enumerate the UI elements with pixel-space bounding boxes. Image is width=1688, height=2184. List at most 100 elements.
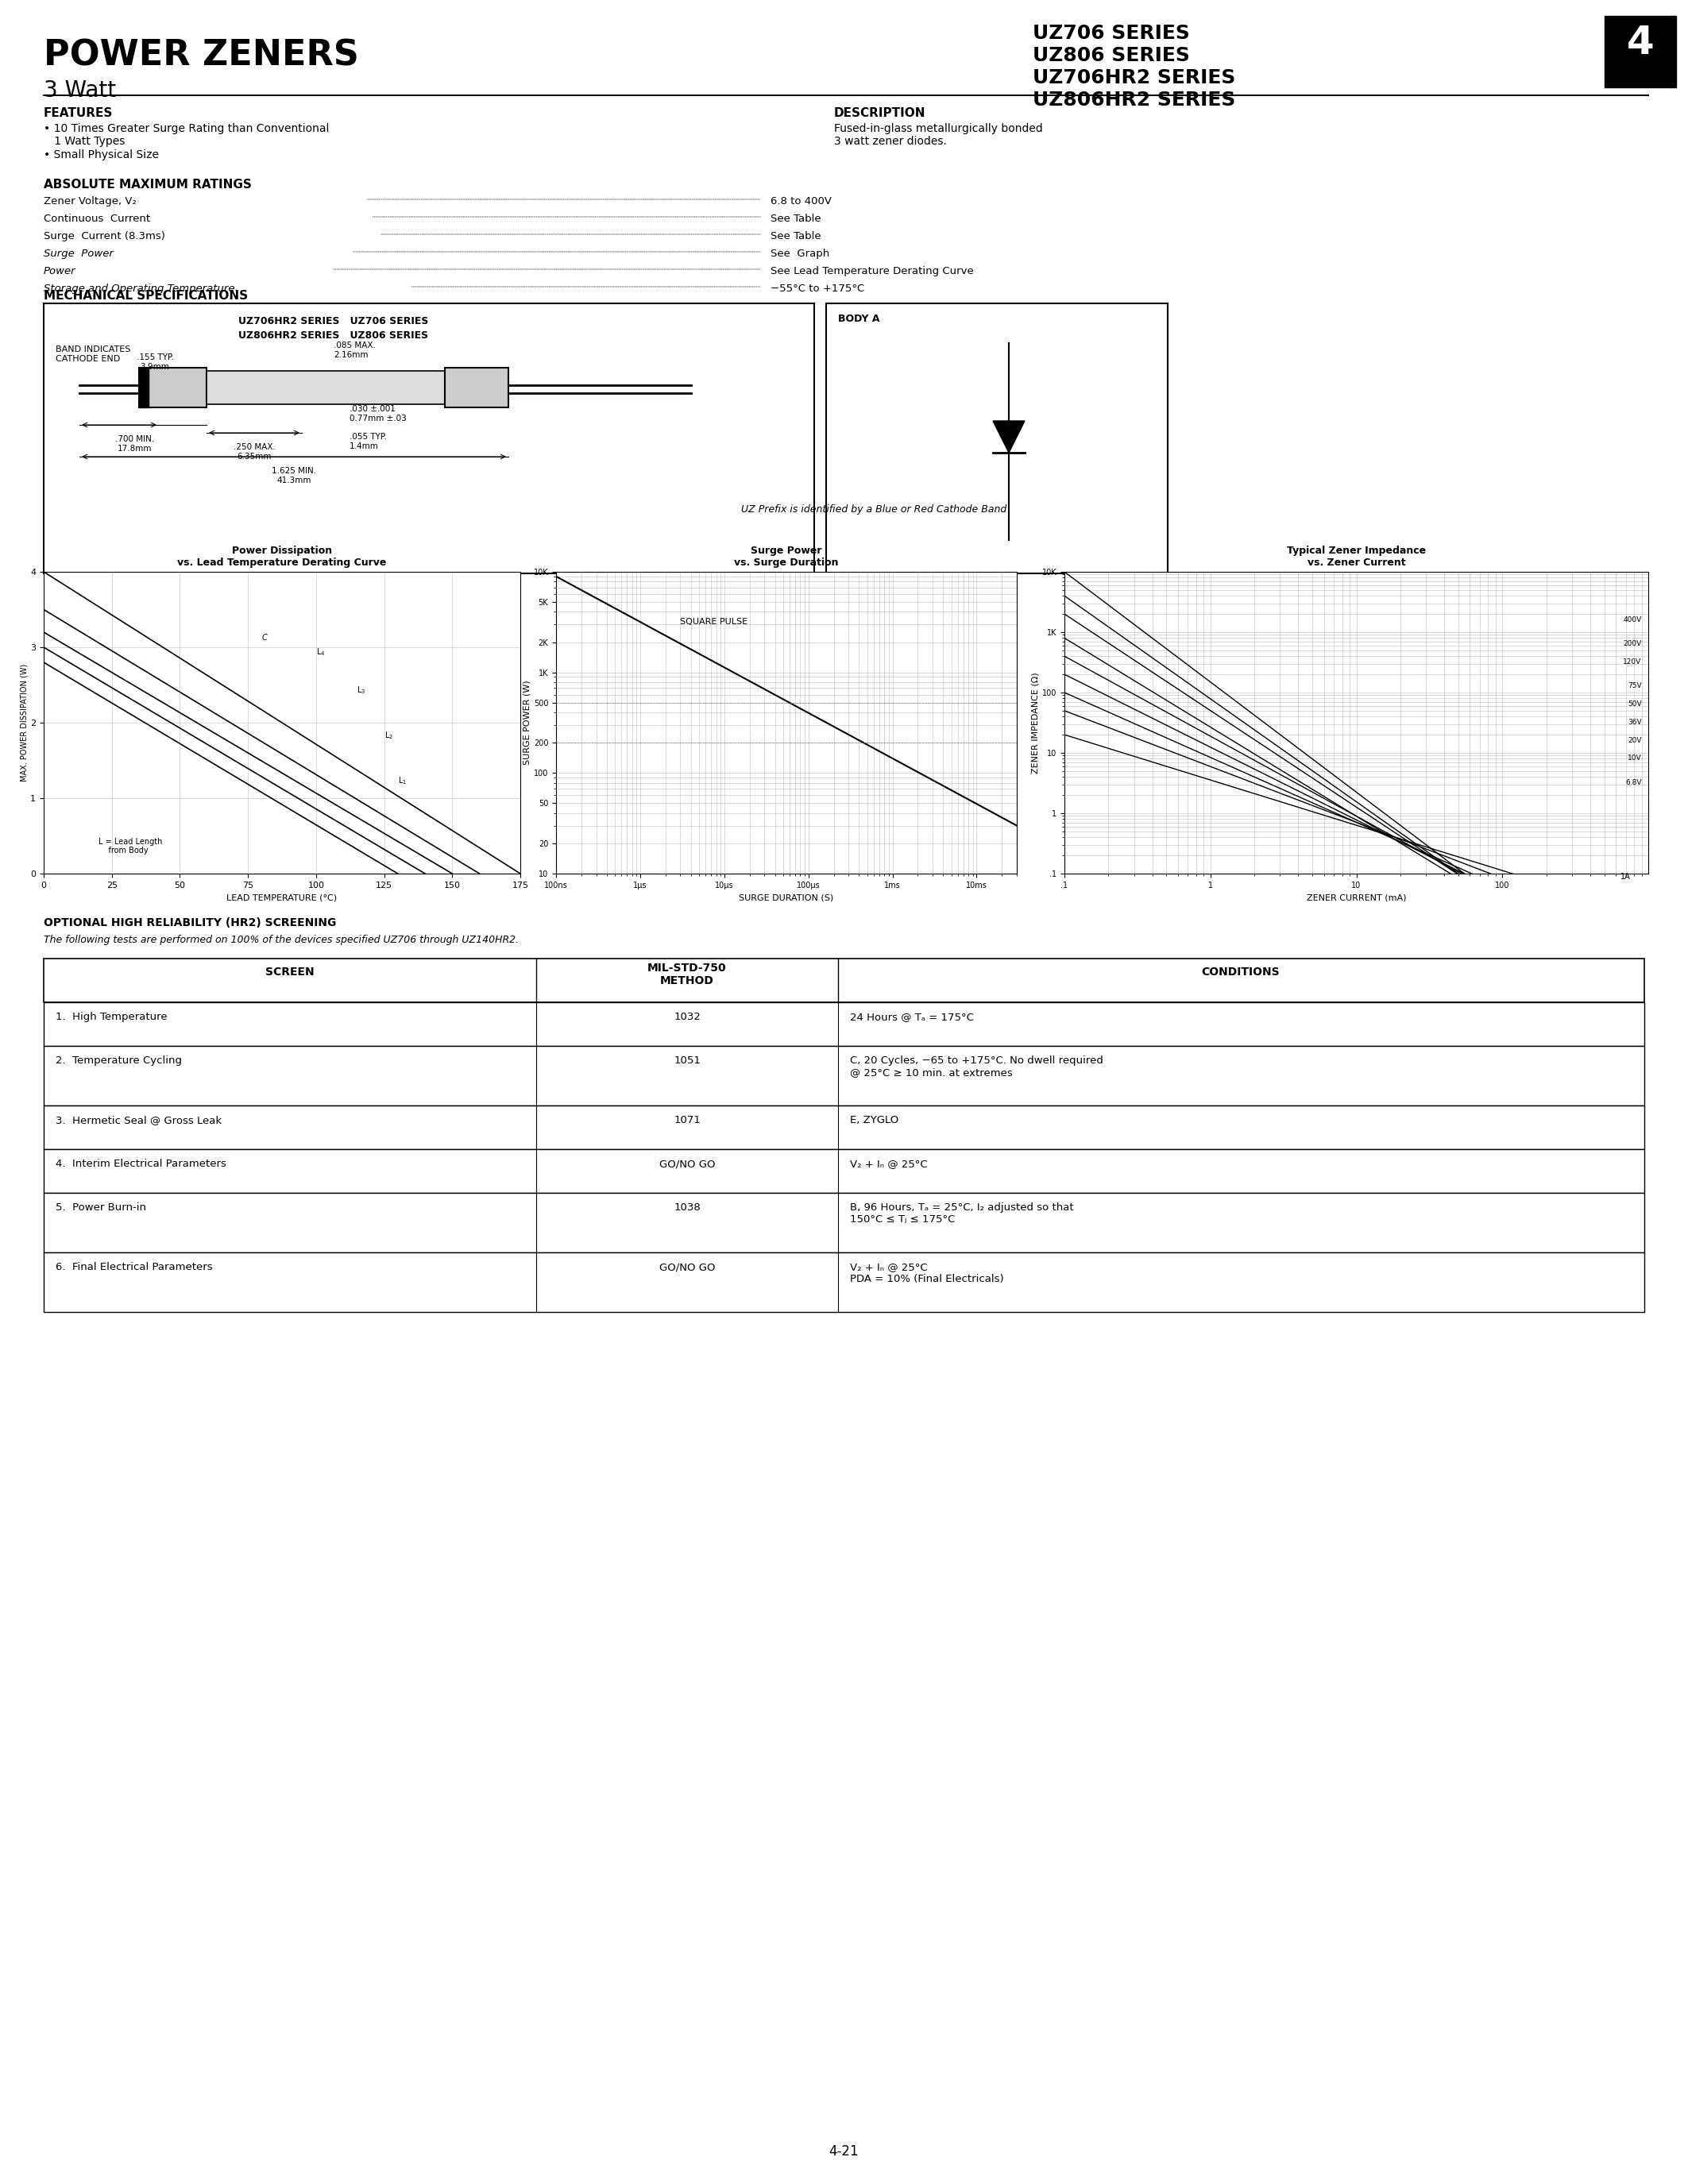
Text: C, 20 Cycles, −65 to +175°C. No dwell required
@ 25°C ≥ 10 min. at extremes: C, 20 Cycles, −65 to +175°C. No dwell re…: [851, 1055, 1104, 1077]
Text: CONDITIONS: CONDITIONS: [1202, 968, 1280, 978]
Bar: [44, 1149, 1644, 1192]
Text: 2.  Temperature Cycling: 2. Temperature Cycling: [56, 1055, 182, 1066]
Text: .030 ±.001
0.77mm ±.03: .030 ±.001 0.77mm ±.03: [349, 404, 407, 422]
Bar: [44, 1192, 1644, 1251]
Text: 50V: 50V: [1627, 701, 1642, 708]
Text: POWER ZENERS: POWER ZENERS: [44, 37, 360, 72]
Text: GO/NO GO: GO/NO GO: [658, 1160, 716, 1168]
Text: UZ Prefix is identified by a Blue or Red Cathode Band: UZ Prefix is identified by a Blue or Red…: [741, 505, 1006, 515]
Text: 75V: 75V: [1627, 681, 1642, 690]
Text: C: C: [262, 633, 267, 642]
Bar: [44, 1002, 1644, 1046]
Text: 3 Watt: 3 Watt: [44, 79, 116, 103]
Text: 36V: 36V: [1627, 719, 1642, 725]
Text: OPTIONAL HIGH RELIABILITY (HR2) SCREENING: OPTIONAL HIGH RELIABILITY (HR2) SCREENIN…: [44, 917, 336, 928]
Bar: [825, 304, 1168, 574]
Text: Storage and Operating Temperature: Storage and Operating Temperature: [44, 284, 235, 295]
Bar: [446, 367, 508, 408]
Bar: [138, 367, 149, 408]
Text: The following tests are performed on 100% of the devices specified UZ706 through: The following tests are performed on 100…: [44, 935, 518, 946]
Text: 1A: 1A: [1620, 874, 1631, 880]
Title: Surge Power
vs. Surge Duration: Surge Power vs. Surge Duration: [734, 546, 839, 568]
Bar: [44, 1046, 1644, 1105]
Text: 24 Hours @ Tₐ = 175°C: 24 Hours @ Tₐ = 175°C: [851, 1011, 974, 1022]
Text: See Table: See Table: [770, 214, 820, 225]
Text: .155 TYP.
3.9mm: .155 TYP. 3.9mm: [137, 354, 174, 371]
Polygon shape: [993, 422, 1025, 452]
Text: BODY A: BODY A: [837, 314, 879, 323]
Text: MIL-STD-750
METHOD: MIL-STD-750 METHOD: [648, 963, 726, 987]
Text: • 10 Times Greater Surge Rating than Conventional
   1 Watt Types: • 10 Times Greater Surge Rating than Con…: [44, 122, 329, 146]
Text: −55°C to +175°C: −55°C to +175°C: [770, 284, 864, 295]
Text: $\mathsf{L}_\mathsf{4}$: $\mathsf{L}_\mathsf{4}$: [316, 646, 326, 657]
Text: GO/NO GO: GO/NO GO: [658, 1262, 716, 1273]
Text: $\mathsf{L}_\mathsf{2}$: $\mathsf{L}_\mathsf{2}$: [385, 729, 393, 740]
Text: $\mathsf{L}_\mathsf{3}$: $\mathsf{L}_\mathsf{3}$: [356, 684, 366, 695]
Text: .250 MAX.
6.35mm: .250 MAX. 6.35mm: [233, 443, 275, 461]
Bar: [1605, 15, 1676, 87]
Text: V₂ + Iₙ @ 25°C
PDA = 10% (Final Electricals): V₂ + Iₙ @ 25°C PDA = 10% (Final Electric…: [851, 1262, 1004, 1284]
Text: 4.  Interim Electrical Parameters: 4. Interim Electrical Parameters: [56, 1160, 226, 1168]
Text: 400V: 400V: [1624, 616, 1642, 622]
Text: 1071: 1071: [674, 1116, 701, 1125]
Text: • Small Physical Size: • Small Physical Size: [44, 149, 159, 159]
Bar: [44, 1105, 1644, 1149]
Text: 6.  Final Electrical Parameters: 6. Final Electrical Parameters: [56, 1262, 213, 1273]
Text: Zener Voltage, V₂: Zener Voltage, V₂: [44, 197, 137, 207]
Bar: [206, 371, 446, 404]
X-axis label: ZENER CURRENT (mA): ZENER CURRENT (mA): [1307, 893, 1406, 902]
Text: 5.  Power Burn-in: 5. Power Burn-in: [56, 1203, 147, 1212]
Y-axis label: ZENER IMPEDANCE (Ω): ZENER IMPEDANCE (Ω): [1031, 673, 1040, 773]
Text: 4: 4: [1627, 24, 1654, 61]
Text: .055 TYP.
1.4mm: .055 TYP. 1.4mm: [349, 432, 387, 450]
Text: 6.8V: 6.8V: [1626, 780, 1642, 786]
Text: UZ706HR2 SERIES: UZ706HR2 SERIES: [1033, 68, 1236, 87]
Text: Surge  Power: Surge Power: [44, 249, 113, 260]
Text: Power: Power: [44, 266, 76, 277]
Text: .700 MIN.
17.8mm: .700 MIN. 17.8mm: [115, 435, 155, 452]
Text: UZ706HR2 SERIES   UZ706 SERIES: UZ706HR2 SERIES UZ706 SERIES: [238, 317, 429, 325]
Text: FEATURES: FEATURES: [44, 107, 113, 120]
Text: L = Lead Length
    from Body: L = Lead Length from Body: [98, 839, 162, 854]
Text: BAND INDICATES
CATHODE END: BAND INDICATES CATHODE END: [56, 345, 130, 363]
Text: Fused-in-glass metallurgically bonded
3 watt zener diodes.: Fused-in-glass metallurgically bonded 3 …: [834, 122, 1043, 146]
Title: Typical Zener Impedance
vs. Zener Current: Typical Zener Impedance vs. Zener Curren…: [1286, 546, 1426, 568]
Text: See Table: See Table: [770, 232, 820, 242]
Text: 1051: 1051: [674, 1055, 701, 1066]
Text: Continuous  Current: Continuous Current: [44, 214, 150, 225]
Text: See Lead Temperature Derating Curve: See Lead Temperature Derating Curve: [770, 266, 974, 277]
Text: See  Graph: See Graph: [770, 249, 829, 260]
Text: 6.8 to 400V: 6.8 to 400V: [770, 197, 832, 207]
Y-axis label: MAX. POWER DISSIPATION (W): MAX. POWER DISSIPATION (W): [20, 664, 29, 782]
Text: B, 96 Hours, Tₐ = 25°C, I₂ adjusted so that
150°C ≤ Tⱼ ≤ 175°C: B, 96 Hours, Tₐ = 25°C, I₂ adjusted so t…: [851, 1203, 1074, 1225]
Text: 200V: 200V: [1624, 640, 1642, 646]
X-axis label: SURGE DURATION (S): SURGE DURATION (S): [739, 893, 834, 902]
Text: ABSOLUTE MAXIMUM RATINGS: ABSOLUTE MAXIMUM RATINGS: [44, 179, 252, 190]
Text: 4-21: 4-21: [829, 2145, 859, 2158]
Bar: [138, 367, 206, 408]
Text: SQUARE PULSE: SQUARE PULSE: [680, 618, 748, 627]
Text: SCREEN: SCREEN: [265, 968, 314, 978]
Text: DESCRIPTION: DESCRIPTION: [834, 107, 925, 120]
Text: 1038: 1038: [674, 1203, 701, 1212]
Text: 10V: 10V: [1627, 756, 1642, 762]
Text: 1.  High Temperature: 1. High Temperature: [56, 1011, 167, 1022]
Title: Power Dissipation
vs. Lead Temperature Derating Curve: Power Dissipation vs. Lead Temperature D…: [177, 546, 387, 568]
X-axis label: LEAD TEMPERATURE (°C): LEAD TEMPERATURE (°C): [226, 893, 338, 902]
Text: 3.  Hermetic Seal @ Gross Leak: 3. Hermetic Seal @ Gross Leak: [56, 1116, 221, 1125]
Bar: [44, 304, 814, 574]
Text: Surge  Current (8.3ms): Surge Current (8.3ms): [44, 232, 165, 242]
Text: 120V: 120V: [1624, 657, 1642, 666]
Text: .085 MAX.
2.16mm: .085 MAX. 2.16mm: [334, 341, 376, 358]
Text: UZ806HR2 SERIES   UZ806 SERIES: UZ806HR2 SERIES UZ806 SERIES: [238, 330, 429, 341]
Text: UZ806HR2 SERIES: UZ806HR2 SERIES: [1033, 90, 1236, 109]
Text: 1032: 1032: [674, 1011, 701, 1022]
Text: 1.625 MIN.
41.3mm: 1.625 MIN. 41.3mm: [272, 467, 316, 485]
Text: E, ZYGLO: E, ZYGLO: [851, 1116, 898, 1125]
Text: UZ706 SERIES: UZ706 SERIES: [1033, 24, 1190, 44]
Bar: [44, 959, 1644, 1002]
Y-axis label: SURGE POWER (W): SURGE POWER (W): [523, 681, 532, 764]
Text: UZ806 SERIES: UZ806 SERIES: [1033, 46, 1190, 66]
Text: V₂ + Iₙ @ 25°C: V₂ + Iₙ @ 25°C: [851, 1160, 927, 1168]
Text: 20V: 20V: [1627, 736, 1642, 745]
